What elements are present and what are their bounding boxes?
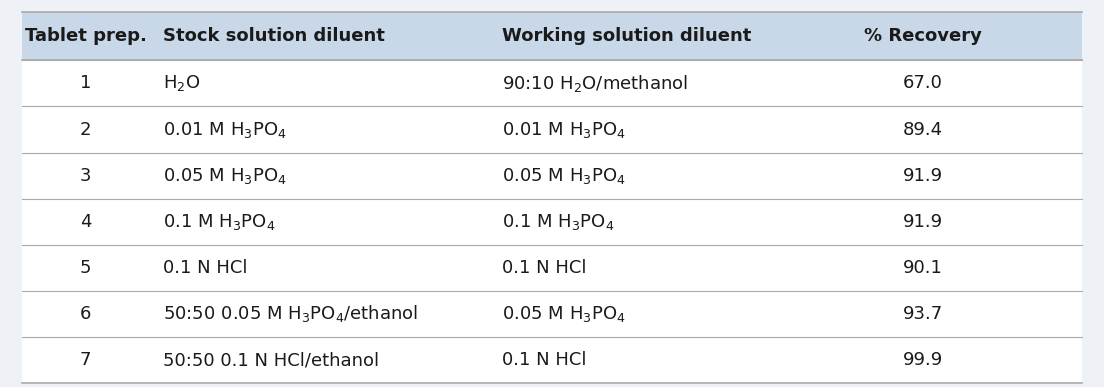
- Text: 90:10 H$_2$O/methanol: 90:10 H$_2$O/methanol: [501, 73, 688, 94]
- Text: 0.1 M H$_3$PO$_4$: 0.1 M H$_3$PO$_4$: [162, 212, 275, 232]
- Text: 50:50 0.1 N HCl/ethanol: 50:50 0.1 N HCl/ethanol: [162, 351, 379, 369]
- Text: % Recovery: % Recovery: [864, 27, 981, 45]
- Text: 93.7: 93.7: [903, 305, 943, 323]
- Bar: [22, 245, 1082, 291]
- Text: 1: 1: [79, 74, 92, 92]
- Text: 67.0: 67.0: [903, 74, 943, 92]
- Bar: [22, 291, 1082, 337]
- Bar: [22, 199, 1082, 245]
- Text: 0.01 M H$_3$PO$_4$: 0.01 M H$_3$PO$_4$: [162, 120, 286, 140]
- Text: 0.05 M H$_3$PO$_4$: 0.05 M H$_3$PO$_4$: [162, 166, 286, 186]
- Text: 99.9: 99.9: [903, 351, 943, 369]
- Text: 7: 7: [79, 351, 92, 369]
- Text: 6: 6: [79, 305, 92, 323]
- Text: 0.05 M H$_3$PO$_4$: 0.05 M H$_3$PO$_4$: [501, 304, 625, 324]
- Text: 91.9: 91.9: [903, 167, 943, 185]
- Text: 2: 2: [79, 120, 92, 139]
- Text: 0.05 M H$_3$PO$_4$: 0.05 M H$_3$PO$_4$: [501, 166, 625, 186]
- Bar: [22, 152, 1082, 199]
- Text: 0.1 N HCl: 0.1 N HCl: [501, 259, 586, 277]
- Text: 89.4: 89.4: [903, 120, 943, 139]
- Text: 4: 4: [79, 213, 92, 231]
- Text: 0.1 N HCl: 0.1 N HCl: [501, 351, 586, 369]
- Text: H$_2$O: H$_2$O: [162, 74, 200, 93]
- Bar: [22, 60, 1082, 106]
- Text: Tablet prep.: Tablet prep.: [24, 27, 147, 45]
- Text: 3: 3: [79, 167, 92, 185]
- Text: Stock solution diluent: Stock solution diluent: [162, 27, 384, 45]
- Bar: [22, 337, 1082, 383]
- Text: 91.9: 91.9: [903, 213, 943, 231]
- Text: 0.01 M H$_3$PO$_4$: 0.01 M H$_3$PO$_4$: [501, 120, 625, 140]
- Bar: [22, 12, 1082, 60]
- Text: Working solution diluent: Working solution diluent: [501, 27, 751, 45]
- Text: 0.1 N HCl: 0.1 N HCl: [162, 259, 247, 277]
- Bar: [22, 106, 1082, 152]
- Text: 90.1: 90.1: [903, 259, 943, 277]
- Text: 0.1 M H$_3$PO$_4$: 0.1 M H$_3$PO$_4$: [501, 212, 614, 232]
- Text: 5: 5: [79, 259, 92, 277]
- Text: 50:50 0.05 M H$_3$PO$_4$/ethanol: 50:50 0.05 M H$_3$PO$_4$/ethanol: [162, 303, 417, 324]
